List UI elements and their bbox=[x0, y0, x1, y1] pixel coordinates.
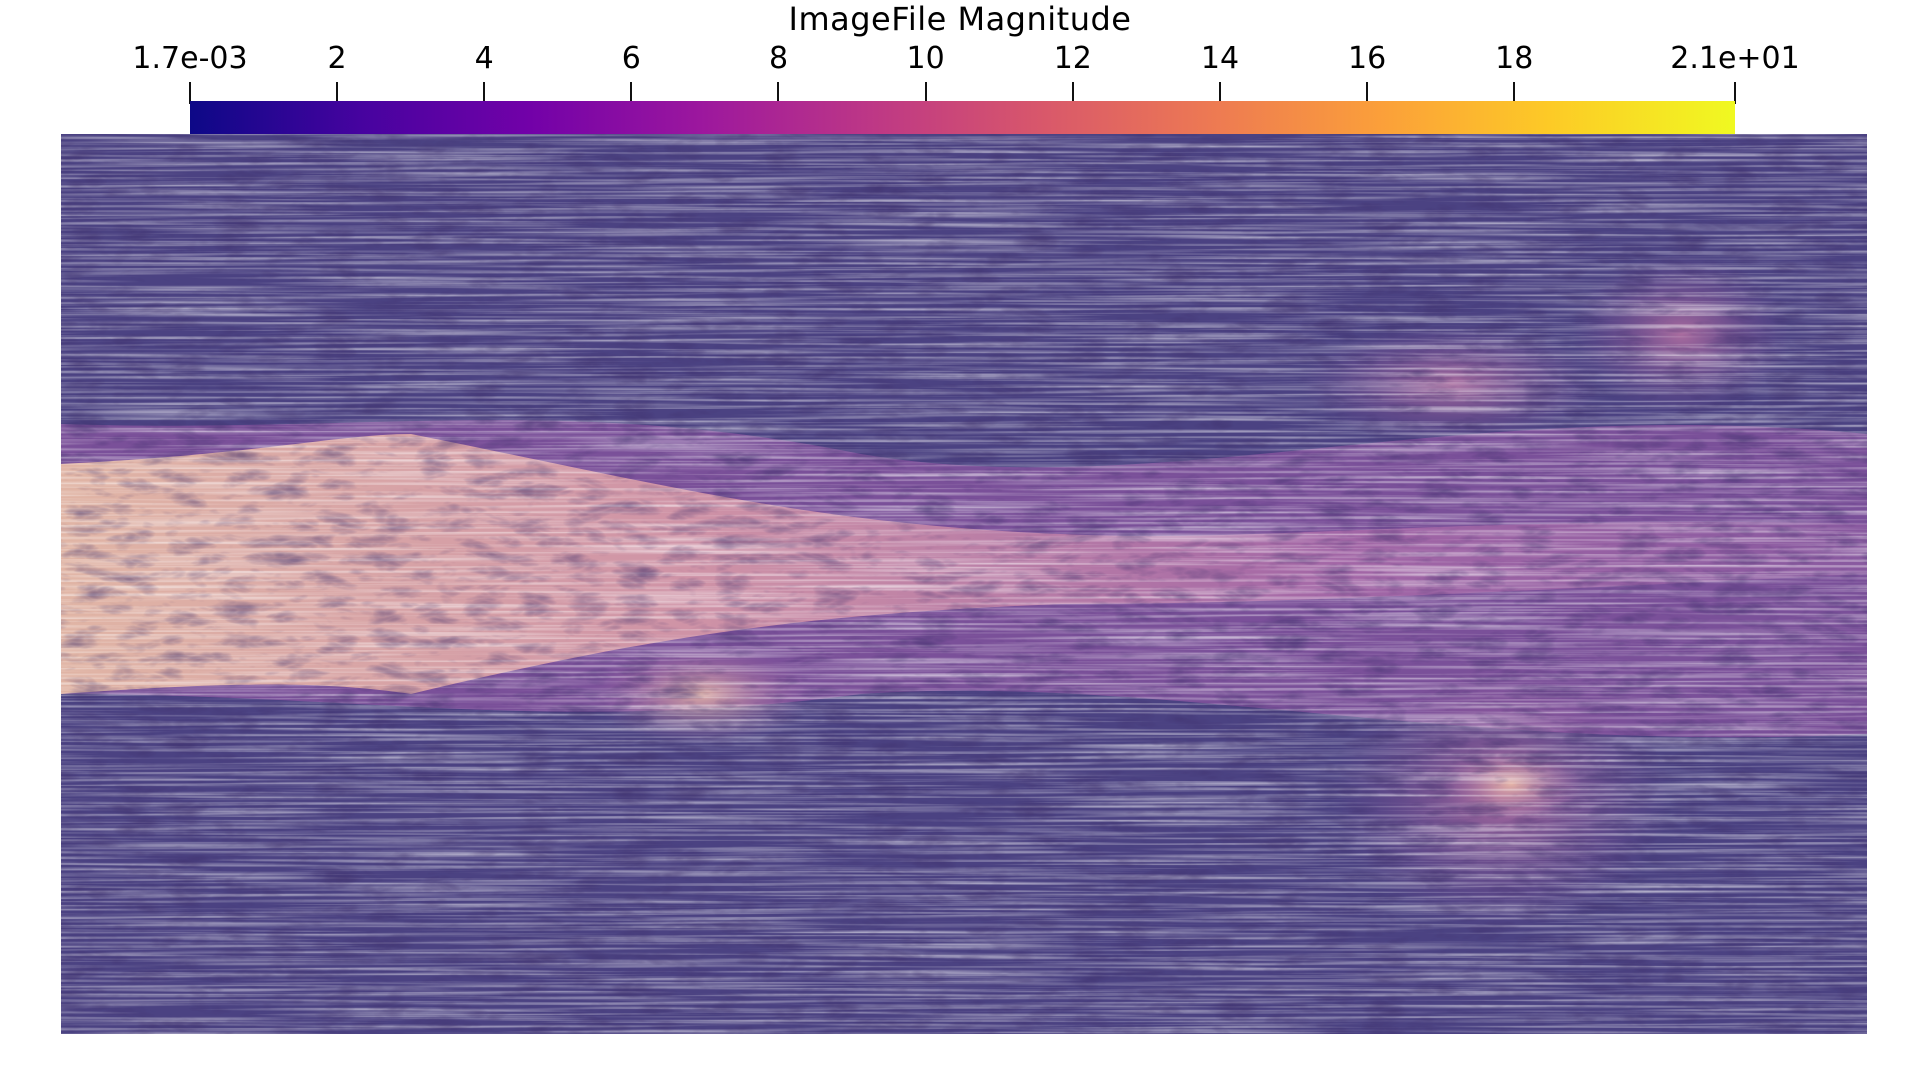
colorbar-tick-label: 2 bbox=[327, 41, 347, 76]
swirl-texture bbox=[61, 134, 1867, 1034]
colorbar-tick bbox=[924, 82, 927, 104]
colorbar-tick bbox=[1071, 82, 1074, 104]
colorbar-tick bbox=[1734, 82, 1736, 104]
colorbar-tick bbox=[483, 82, 486, 104]
colorbar-tick-label: 16 bbox=[1348, 41, 1387, 76]
flow-render bbox=[61, 134, 1867, 1034]
colorbar-tick-label: 1.7e-03 bbox=[132, 41, 248, 76]
colorbar-tick bbox=[1218, 82, 1221, 104]
colorbar-tick-label: 10 bbox=[906, 41, 945, 76]
colorbar-tick bbox=[1366, 82, 1369, 104]
colorbar-tick-label: 18 bbox=[1495, 41, 1534, 76]
colorbar-title: ImageFile Magnitude bbox=[788, 0, 1132, 38]
colorbar-tick bbox=[777, 82, 780, 104]
colorbar-tick-label: 2.1e+01 bbox=[1670, 41, 1800, 76]
colorbar bbox=[190, 101, 1735, 134]
colorbar-tick bbox=[630, 82, 633, 104]
colorbar-tick bbox=[336, 82, 339, 104]
colorbar-tick bbox=[1513, 82, 1516, 104]
colorbar-tick-label: 6 bbox=[621, 41, 641, 76]
colorbar-tick-label: 14 bbox=[1200, 41, 1240, 76]
colorbar-tick-label: 8 bbox=[768, 41, 789, 76]
lic-flow-view[interactable] bbox=[61, 134, 1867, 1034]
colorbar-tick-label: 4 bbox=[474, 41, 494, 76]
colorbar-tick bbox=[189, 82, 191, 104]
colorbar-tick-label: 12 bbox=[1053, 41, 1092, 76]
